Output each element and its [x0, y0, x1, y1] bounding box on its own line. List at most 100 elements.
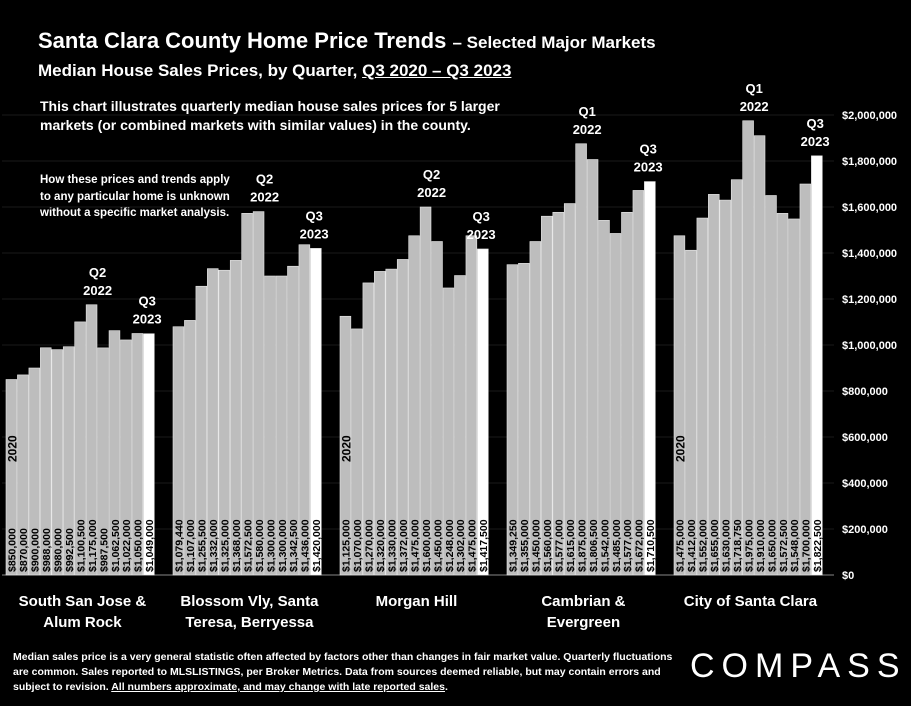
- bar: [518, 263, 530, 576]
- bar: [408, 235, 420, 576]
- bar-value-label: $1,572,500: [778, 519, 790, 572]
- bar-value-label: $1,475,000: [409, 519, 421, 572]
- bar-value-label: $1,650,000: [766, 519, 778, 572]
- y-tick-label: $0: [842, 570, 854, 582]
- bar: [229, 260, 242, 576]
- bar: [811, 155, 823, 576]
- bar-value-label: $1,355,000: [519, 519, 531, 572]
- bar-value-label: $1,332,000: [208, 519, 220, 572]
- bar: [275, 275, 288, 576]
- bar: [552, 211, 564, 576]
- bar-value-label: $1,300,000: [277, 519, 289, 572]
- bar: [374, 271, 386, 576]
- group-label: South San Jose &: [19, 593, 147, 610]
- bar: [143, 333, 155, 576]
- bar: [673, 235, 686, 576]
- bar-value-label: $1,672,000: [634, 519, 646, 572]
- bar-value-label: $1,615,000: [565, 519, 577, 572]
- bar-value-label: $1,417,500: [478, 519, 490, 572]
- bar: [632, 190, 645, 576]
- bar-value-label: $1,875,000: [576, 519, 588, 572]
- bar: [362, 282, 375, 576]
- bar: [730, 179, 743, 576]
- bar: [195, 285, 208, 576]
- bar-value-label: $1,475,000: [675, 519, 687, 572]
- bar: [74, 321, 86, 576]
- bar: [51, 349, 63, 576]
- bar: [742, 120, 754, 576]
- bar: [28, 367, 41, 576]
- bar-value-label: $1,049,000: [144, 519, 156, 572]
- bar-value-label: $1,420,000: [311, 519, 323, 572]
- bar: [85, 304, 98, 576]
- chart-subtitle: Median House Sales Prices, by Quarter, Q…: [38, 61, 511, 81]
- y-tick-label: $1,400,000: [842, 248, 897, 260]
- bar-value-label: $992,500: [64, 528, 76, 572]
- group-label: Evergreen: [547, 614, 620, 631]
- bar-value-label: $987,500: [98, 528, 110, 572]
- chart-description: This chart illustrates quarterly median …: [40, 98, 500, 133]
- bar-value-label: $1,630,000: [721, 519, 733, 572]
- footer-end: .: [444, 681, 448, 693]
- bar: [351, 328, 363, 576]
- bar: [5, 379, 18, 576]
- bar: [598, 220, 610, 576]
- bar: [465, 235, 478, 576]
- bar-value-label: $1,412,000: [686, 519, 698, 572]
- group-label: Morgan Hill: [376, 593, 458, 610]
- bar: [310, 248, 322, 576]
- bar: [385, 268, 397, 576]
- bar-value-label: $1,062,500: [110, 519, 122, 572]
- bar: [765, 195, 777, 576]
- y-tick-label: $1,600,000: [842, 202, 897, 214]
- bar-value-label: $1,542,000: [599, 519, 611, 572]
- peak-year-label: 2022: [250, 190, 279, 205]
- bar: [241, 213, 253, 576]
- footer-underlined: All numbers approximate, and may change …: [111, 681, 445, 693]
- bar-value-label: $1,572,500: [242, 519, 254, 572]
- bar: [17, 374, 29, 576]
- end-year-label: 2023: [467, 227, 496, 242]
- peak-quarter-label: Q2: [256, 172, 273, 187]
- bar: [131, 333, 144, 576]
- peak-quarter-label: Q2: [89, 265, 106, 280]
- bar-value-label: $900,000: [30, 528, 42, 572]
- bar-value-label: $1,255,500: [197, 519, 209, 572]
- bar: [719, 199, 731, 576]
- group-label: Cambrian &: [541, 593, 625, 610]
- bar: [108, 330, 121, 576]
- year-label: 2020: [6, 435, 20, 462]
- bar: [218, 269, 230, 576]
- bar-value-label: $1,125,000: [341, 519, 353, 572]
- year-label: 2020: [340, 435, 354, 462]
- bar: [431, 241, 443, 576]
- bar-value-label: $1,910,000: [755, 519, 767, 572]
- group-label: Alum Rock: [43, 614, 122, 631]
- bar: [396, 259, 409, 576]
- bar-value-label: $988,000: [41, 528, 53, 572]
- bar: [419, 206, 432, 576]
- bar-value-label: $1,548,000: [789, 519, 801, 572]
- y-tick-label: $600,000: [842, 432, 888, 444]
- peak-quarter-label: Q2: [423, 167, 440, 182]
- peak-quarter-label: Q1: [578, 104, 595, 119]
- y-tick-label: $1,000,000: [842, 340, 897, 352]
- bar: [621, 211, 633, 576]
- bar-value-label: $1,248,000: [444, 519, 456, 572]
- bar-value-label: $1,806,500: [588, 519, 600, 572]
- end-quarter-label: Q3: [138, 294, 155, 309]
- end-year-label: 2023: [133, 312, 162, 327]
- title-main: Santa Clara County Home Price Trends: [38, 28, 447, 53]
- bar-value-label: $980,000: [53, 528, 65, 572]
- bar-value-label: $1,302,000: [455, 519, 467, 572]
- bar-value-label: $1,107,000: [185, 519, 197, 572]
- group-label: Teresa, Berryessa: [185, 614, 314, 631]
- bar-value-label: $1,300,000: [265, 519, 277, 572]
- bar: [207, 268, 219, 576]
- bar-value-label: $1,450,000: [531, 519, 543, 572]
- end-quarter-label: Q3: [639, 142, 656, 157]
- bar: [708, 194, 720, 576]
- subtitle-prefix: Median House Sales Prices, by Quarter,: [38, 61, 363, 80]
- bar: [172, 326, 185, 576]
- bar-value-label: $1,325,000: [220, 519, 232, 572]
